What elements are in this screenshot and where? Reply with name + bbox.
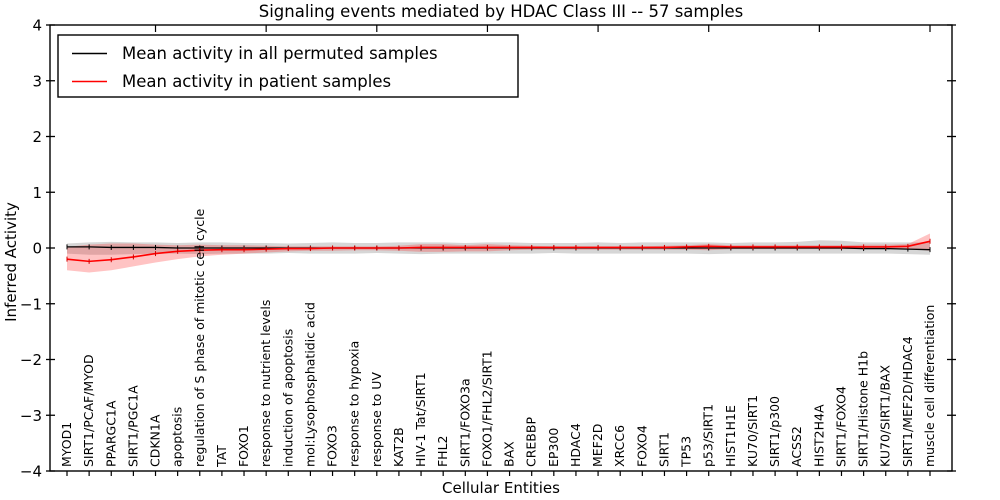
x-category-label: MEF2D <box>590 424 605 467</box>
x-category-label: FOXO1 <box>236 425 251 467</box>
x-category-label: KU70/SIRT1/BAX <box>878 365 893 467</box>
x-category-label: SIRT1 <box>656 432 671 467</box>
plot-frame <box>49 24 953 472</box>
x-axis-label: Cellular Entities <box>442 479 560 497</box>
x-category-label: ACSS2 <box>789 426 804 467</box>
x-category-label: HIST2H4A <box>811 404 826 467</box>
y-tick-label: −1 <box>20 295 42 313</box>
x-category-label: apoptosis <box>170 407 185 467</box>
x-category-label: FHL2 <box>435 435 450 467</box>
y-tick-label: 0 <box>32 240 42 258</box>
y-tick-label: 3 <box>32 72 42 90</box>
y-tick-label: −4 <box>20 463 42 481</box>
x-category-label: EP300 <box>546 428 561 467</box>
x-category-label: FOXO4 <box>634 425 649 467</box>
chart-title: Signaling events mediated by HDAC Class … <box>259 2 744 21</box>
x-category-label: CDKN1A <box>148 414 163 467</box>
patient-band <box>67 233 930 273</box>
x-category-label: XRCC6 <box>612 425 627 467</box>
legend-label-permuted: Mean activity in all permuted samples <box>122 44 438 63</box>
x-category-label: HIST1H1E <box>723 405 738 467</box>
legend: Mean activity in all permuted samples Me… <box>57 34 519 98</box>
x-category-label: SIRT1/PCAF/MYOD <box>81 354 96 467</box>
x-category-label: CREBBP <box>524 417 539 467</box>
x-category-label: SIRT1/FOXO4 <box>833 386 848 467</box>
x-category-label: response to nutrient levels <box>258 300 273 467</box>
x-category-label: KAT2B <box>391 427 406 467</box>
y-tick-label: −2 <box>20 351 42 369</box>
legend-box <box>57 34 519 98</box>
x-category-label: mol:Lysophosphatidic acid <box>302 302 317 467</box>
x-category-label: FOXO3 <box>325 425 340 467</box>
x-category-label: MYOD1 <box>59 422 74 467</box>
x-category-label: SIRT1/p300 <box>767 396 782 467</box>
x-category-label: p53/SIRT1 <box>701 404 716 467</box>
x-category-label: SIRT1/PGC1A <box>125 385 140 467</box>
x-category-label: HIV-1 Tat/SIRT1 <box>413 372 428 467</box>
x-category-label: FOXO1/FHL2/SIRT1 <box>479 350 494 467</box>
patient-mean-line <box>66 240 931 263</box>
x-category-label: SIRT1/MEF2D/HDAC4 <box>900 336 915 467</box>
y-tick-label: 1 <box>32 184 42 202</box>
x-category-label: TAT <box>214 445 229 468</box>
y-tick-label: −3 <box>20 407 42 425</box>
legend-label-patient: Mean activity in patient samples <box>122 72 391 91</box>
x-category-label: regulation of S phase of mitotic cell cy… <box>192 208 207 467</box>
x-category-label: response to hypoxia <box>347 341 362 467</box>
x-category-label: response to UV <box>369 372 384 467</box>
x-category-label: KU70/SIRT1 <box>745 395 760 467</box>
x-category-label: induction of apoptosis <box>280 329 295 467</box>
y-axis-label: Inferred Activity <box>2 202 20 322</box>
plot-area: 4 3 2 1 0 −1 −2 −3 −4 MYOD1 SIRT1/PCAF/MYOD PPARGC1… <box>20 17 956 481</box>
y-tick-label: 2 <box>32 128 42 146</box>
x-category-label: muscle cell differentiation <box>922 305 937 467</box>
x-category-label: SIRT1/Histone H1b <box>856 351 871 467</box>
y-tick-label: 4 <box>32 17 42 35</box>
x-category-label: SIRT1/FOXO3a <box>457 378 472 467</box>
x-category-label: BAX <box>502 441 517 467</box>
x-category-label: TP53 <box>679 436 694 468</box>
x-category-label: PPARGC1A <box>103 400 118 467</box>
x-category-label: HDAC4 <box>568 423 583 467</box>
